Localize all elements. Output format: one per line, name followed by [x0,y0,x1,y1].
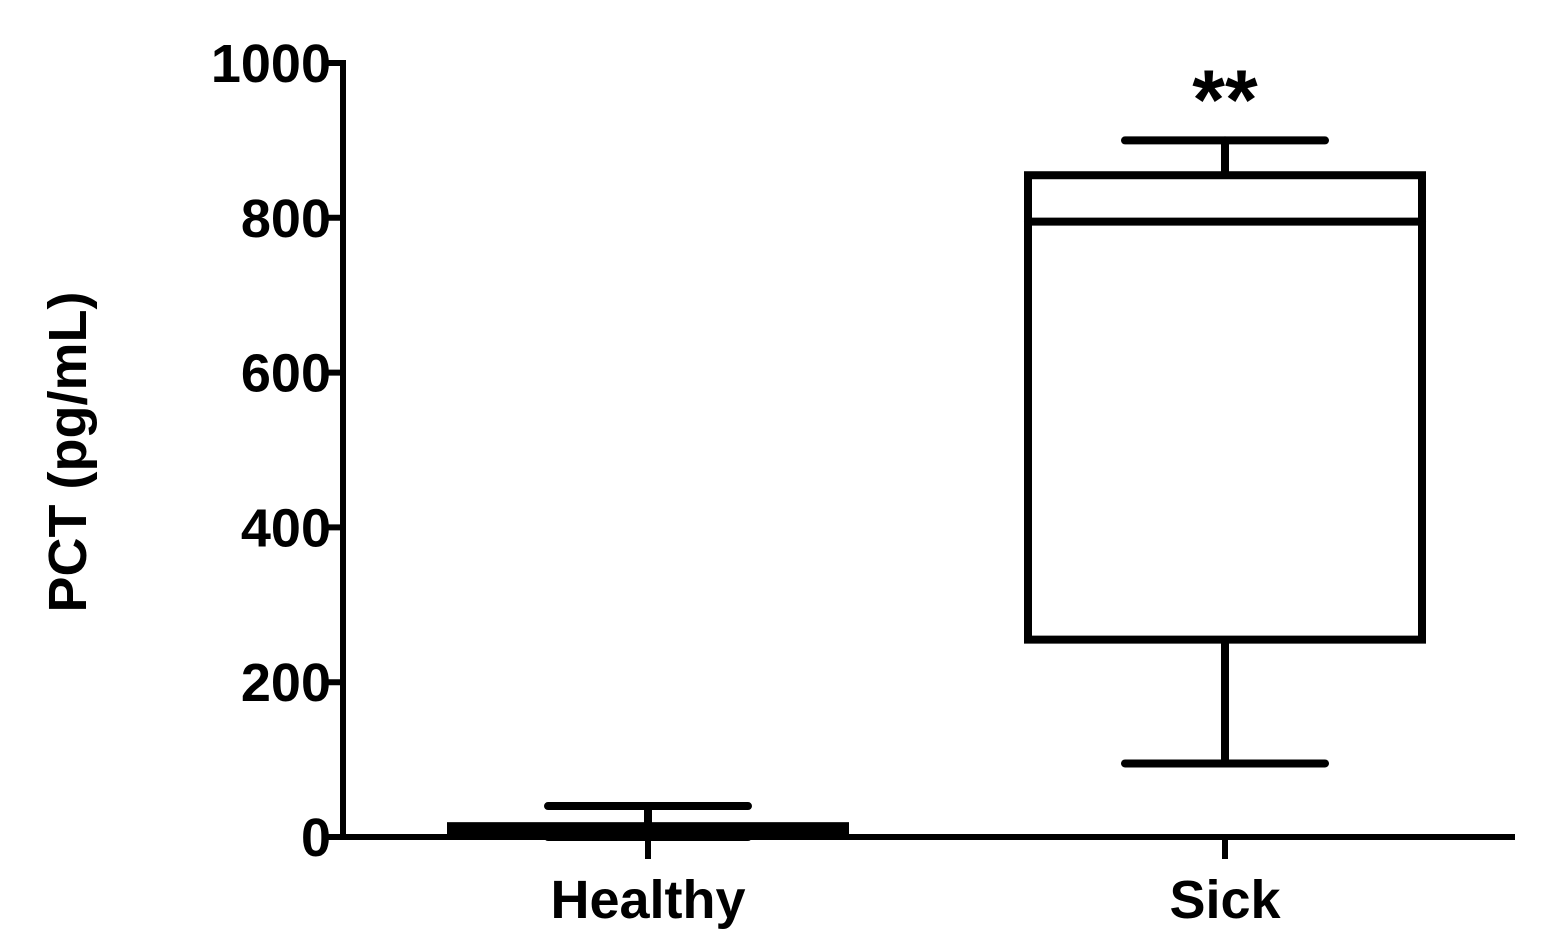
y-tick-label: 200 [241,653,331,713]
y-ticks: 0 200 400 600 800 1000 [211,34,343,868]
box-healthy [447,802,849,841]
y-tick-label: 400 [241,498,331,558]
y-tick-label: 0 [301,808,331,868]
x-ticks: Healthy Sick [550,837,1282,930]
iqr-box [1024,171,1426,644]
x-category-label: Sick [1169,870,1281,930]
significance-annotation: ** [1192,52,1258,146]
y-axis-title: PCT (pg/mL) [38,292,98,613]
y-axis: 0 200 400 600 800 1000 [211,34,346,868]
x-axis: Healthy Sick [340,834,1515,930]
box-sick: ** [1024,52,1426,768]
x-category-label: Healthy [550,870,745,930]
y-tick-label: 1000 [211,34,331,94]
boxes: ** [447,52,1426,841]
y-tick-label: 600 [241,344,331,404]
y-tick-label: 800 [241,189,331,249]
